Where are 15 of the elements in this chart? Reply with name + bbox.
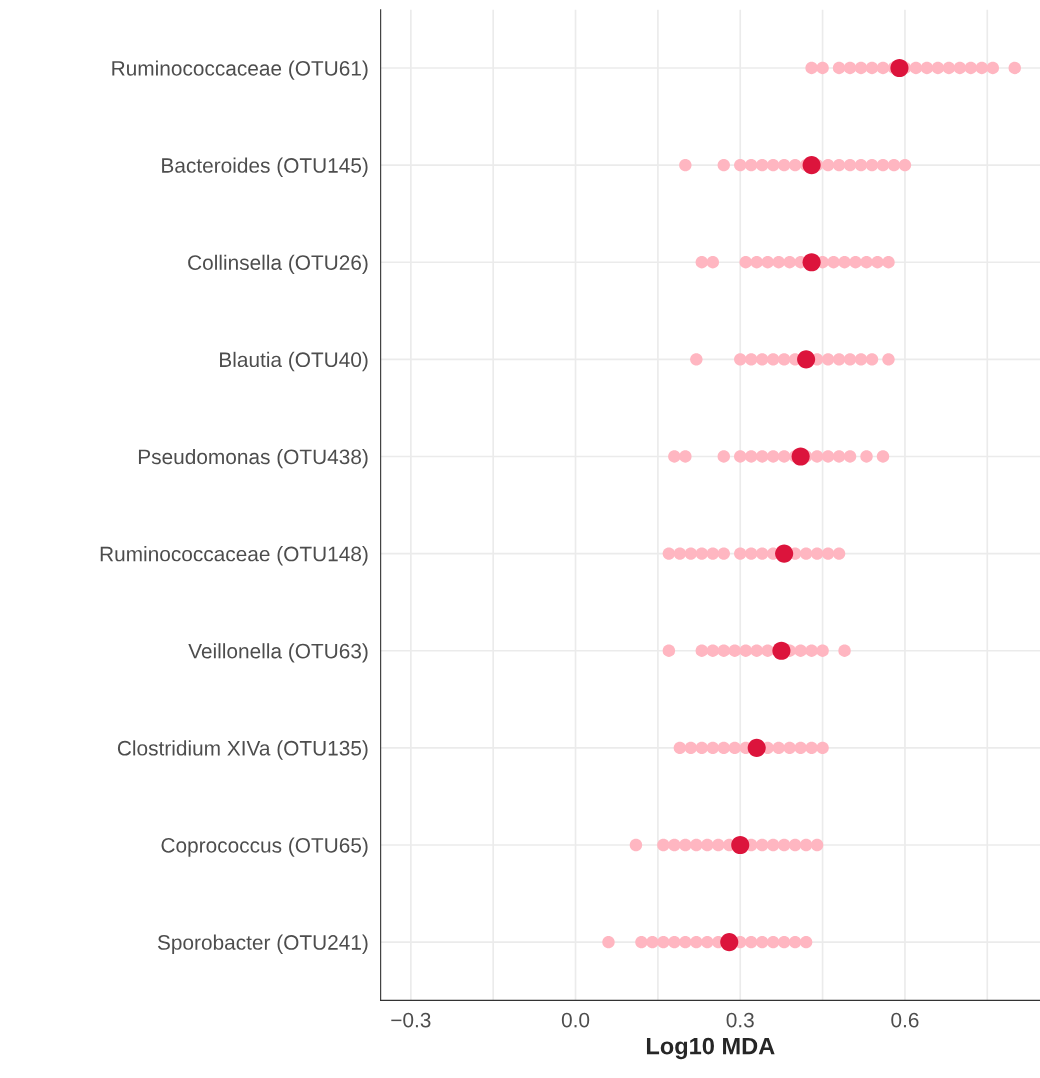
x-tick-label: −0.3 — [391, 1012, 431, 1028]
x-tick-label: 0.6 — [891, 1012, 919, 1028]
y-tick-label: Blautia (OTU40) — [220, 351, 368, 372]
y-tick-label: Veillonella (OTU63) — [188, 643, 368, 663]
y-tick-label: Sporobacter (OTU241) — [157, 934, 368, 954]
x-tick-label: 0.3 — [726, 1012, 754, 1028]
y-tick-label: Clostridium XIVa (OTU135) — [117, 740, 368, 760]
x-tick-label: 0.0 — [561, 1012, 590, 1028]
y-tick-label: Bacteroides (OTU145) — [162, 157, 368, 177]
y-tick-label: Collinsella (OTU26) — [188, 254, 368, 275]
y-tick-label: Coprococcus (OTU65) — [161, 837, 368, 857]
x-axis-title: Log10 MDA — [646, 1037, 775, 1060]
y-tick-label: Ruminococcaceae (OTU61) — [112, 60, 368, 80]
y-tick-label: Ruminococcaceae (OTU148) — [100, 546, 368, 566]
y-tick-label: Pseudomonas (OTU438) — [138, 448, 368, 469]
